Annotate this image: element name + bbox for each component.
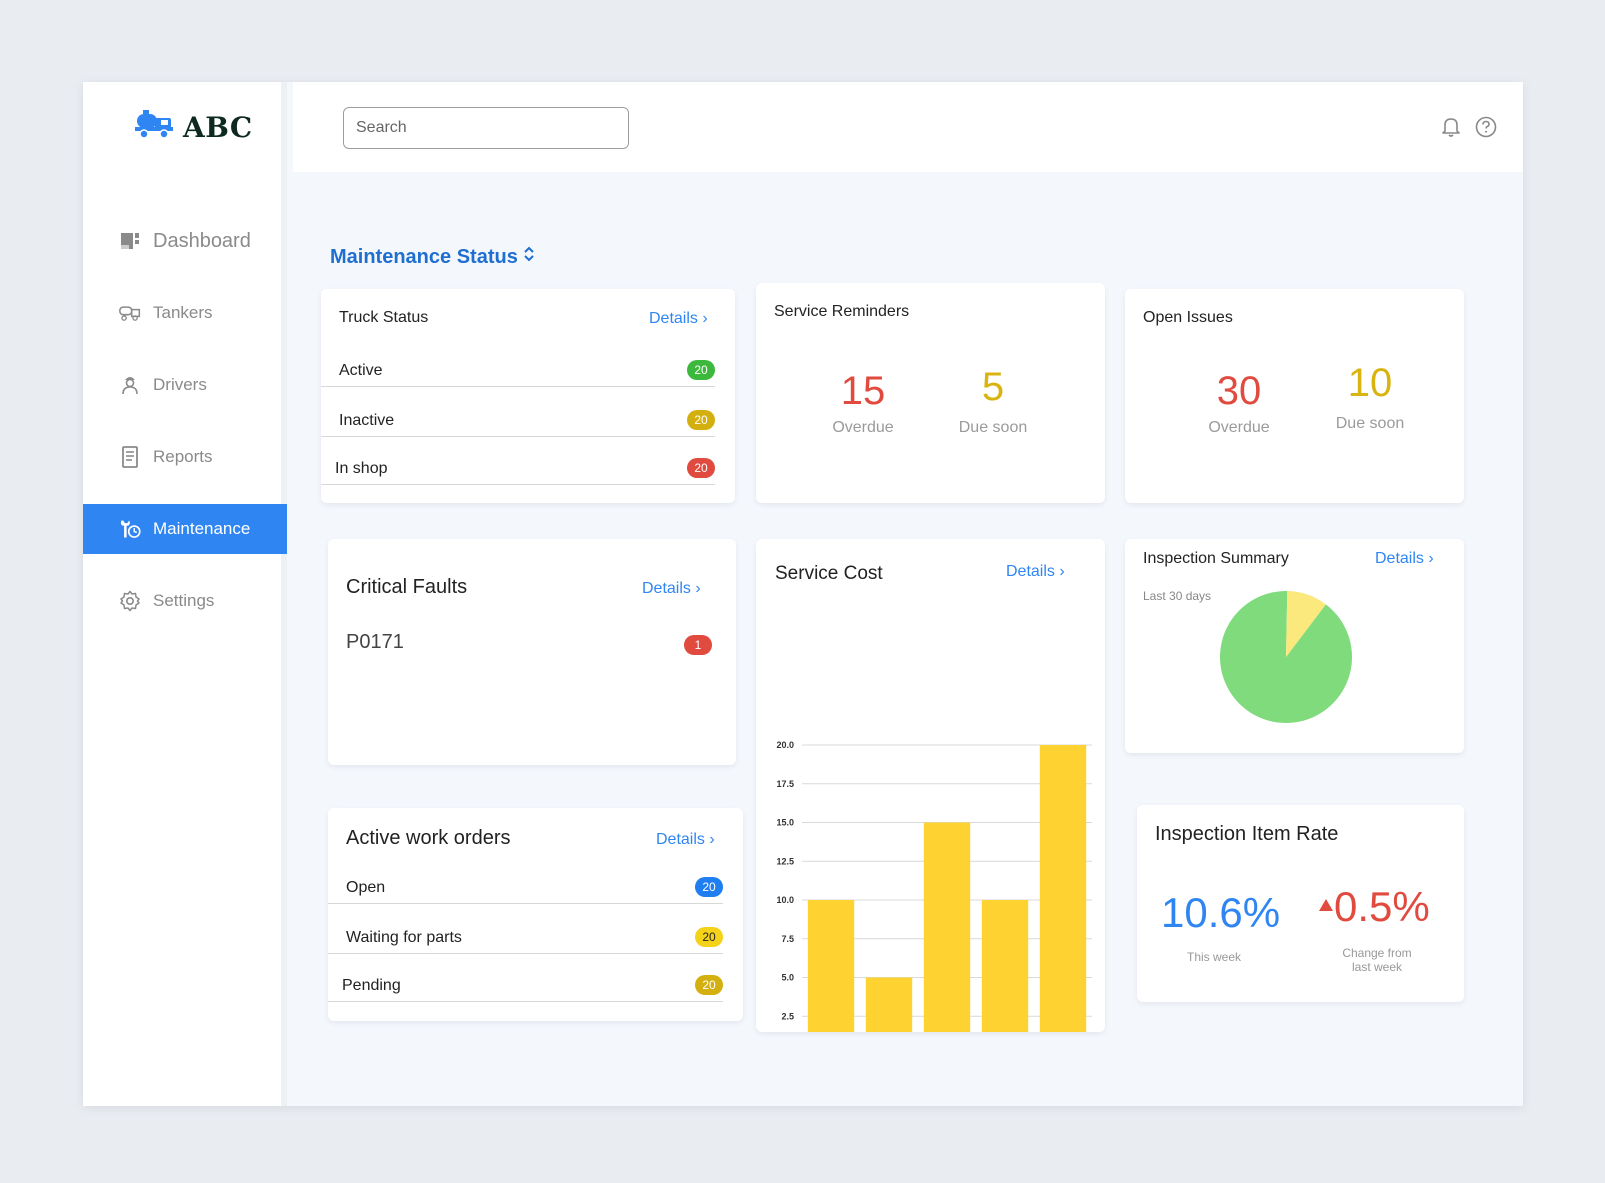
card-title: Service Cost (775, 563, 883, 584)
card-title: Inspection Item Rate (1155, 823, 1339, 845)
sidebar-item-label: Reports (153, 447, 213, 466)
service-reminders-card[interactable]: Service Reminders 15 Overdue 5 Due soon (756, 283, 1105, 503)
gear-icon (119, 590, 141, 612)
card-title: Truck Status (339, 309, 429, 326)
sidebar-item-label: Drivers (153, 375, 207, 394)
overdue-label: Overdue (1208, 419, 1270, 436)
change-label: Change from last week (1327, 946, 1427, 974)
change-label-line-1: Change from (1342, 946, 1412, 960)
overdue-label: Overdue (832, 419, 894, 436)
inspection-summary-card: Inspection Summary Details › Last 30 day… (1125, 539, 1464, 753)
table-row[interactable]: Pending 20 (328, 960, 723, 1002)
sidebar-item-tankers[interactable]: Tankers (83, 288, 287, 338)
status-badge: 20 (695, 927, 723, 947)
sidebar-nav: Dashboard Tankers Drivers Reports (83, 216, 287, 648)
table-row[interactable]: Open 20 (328, 862, 723, 904)
truck-status-card: Truck Status Details › Active 20 Inactiv… (321, 289, 735, 503)
chevron-up-down-icon (522, 244, 536, 270)
sidebar-item-label: Tankers (153, 303, 213, 322)
card-title: Service Reminders (774, 303, 910, 320)
help-icon[interactable] (1475, 116, 1497, 138)
inspection-pie-chart (1220, 591, 1352, 723)
y-tick-label: 10.0 (776, 895, 794, 905)
y-tick-label: 5.0 (781, 973, 794, 983)
change-rate: 0.5% (1334, 883, 1430, 930)
sidebar-item-settings[interactable]: Settings (83, 576, 287, 626)
status-badge: 20 (695, 975, 723, 995)
tanker-icon (119, 302, 141, 324)
status-badge: 20 (687, 360, 715, 380)
brand-logo[interactable]: ABC (135, 110, 253, 145)
table-row[interactable]: Inactive 20 (321, 395, 715, 437)
work-orders-details-link[interactable]: Details › (656, 831, 715, 848)
card-title: Inspection Summary (1143, 550, 1289, 567)
app-window: ABC Dashboard Tankers Drivers (83, 82, 1523, 1106)
top-bar (293, 82, 1523, 172)
bar-feb[interactable] (807, 900, 855, 1032)
sidebar-item-label: Dashboard (153, 229, 251, 252)
card-title: Critical Faults (346, 576, 468, 598)
bell-icon[interactable] (1440, 116, 1462, 138)
triangle-up-icon (1318, 898, 1334, 917)
sidebar-item-drivers[interactable]: Drivers (83, 360, 287, 410)
due-soon-count: 5 (981, 365, 1005, 409)
overdue-count: 15 (840, 369, 886, 413)
fault-count-badge: 1 (684, 635, 712, 655)
service-cost-card: Service Cost Details › 0.02.55.07.510.01… (756, 539, 1105, 1032)
bar-april[interactable] (923, 822, 971, 1033)
y-tick-label: 7.5 (781, 934, 794, 944)
sidebar-item-maintenance[interactable]: Maintenance (83, 504, 287, 554)
inspection-summary-details-link[interactable]: Details › (1375, 550, 1434, 567)
y-tick-label: 17.5 (776, 779, 794, 789)
bar-june[interactable] (1039, 745, 1087, 1032)
inspection-period: Last 30 days (1143, 589, 1212, 603)
card-title: Open Issues (1143, 309, 1233, 326)
sidebar: ABC Dashboard Tankers Drivers (83, 82, 287, 1106)
this-week-label: This week (1186, 950, 1242, 964)
fault-code[interactable]: P0171 (346, 631, 404, 653)
due-soon-label: Due soon (958, 419, 1028, 436)
overdue-count: 30 (1216, 369, 1262, 413)
status-badge: 20 (695, 877, 723, 897)
section-selector[interactable]: Maintenance Status (330, 244, 536, 270)
critical-faults-card: Critical Faults Details › P0171 1 (328, 539, 736, 765)
report-icon (119, 446, 141, 468)
due-soon-count: 10 (1347, 361, 1393, 405)
table-row[interactable]: Active 20 (321, 345, 715, 387)
sidebar-item-dashboard[interactable]: Dashboard (83, 216, 287, 266)
change-label-line-2: last week (1351, 960, 1403, 974)
open-issues-card[interactable]: Open Issues 30 Overdue 10 Due soon (1125, 289, 1464, 503)
y-tick-label: 2.5 (781, 1011, 794, 1021)
work-orders-card: Active work orders Details › Open 20 Wai… (328, 808, 743, 1021)
table-row[interactable]: In shop 20 (321, 443, 715, 485)
card-title: Active work orders (346, 827, 511, 849)
section-title: Maintenance Status (330, 245, 518, 268)
status-badge: 20 (687, 458, 715, 478)
this-week-rate: 10.6% (1161, 889, 1281, 936)
pie-slice[interactable] (1286, 591, 1326, 657)
dashboard-icon (119, 230, 141, 252)
bar-march[interactable] (865, 977, 913, 1033)
wrench-clock-icon (119, 518, 141, 540)
change-rate-group: 0.5% (1318, 883, 1430, 931)
sidebar-item-reports[interactable]: Reports (83, 432, 287, 482)
search-input[interactable] (343, 107, 629, 149)
bar-may[interactable] (981, 900, 1029, 1032)
tanker-truck-icon (135, 110, 175, 145)
brand-name: ABC (183, 111, 253, 144)
critical-faults-details-link[interactable]: Details › (642, 580, 701, 597)
sidebar-item-label: Maintenance (153, 519, 251, 538)
status-badge: 20 (687, 410, 715, 430)
inspection-rate-card: Inspection Item Rate 10.6% This week 0.5… (1137, 805, 1464, 1002)
table-row[interactable]: Waiting for parts 20 (328, 912, 723, 954)
sidebar-item-label: Settings (153, 591, 215, 610)
due-soon-label: Due soon (1335, 415, 1405, 432)
y-tick-label: 12.5 (776, 856, 794, 866)
service-cost-details-link[interactable]: Details › (1006, 563, 1065, 580)
y-tick-label: 15.0 (776, 818, 794, 828)
y-tick-label: 20.0 (776, 740, 794, 750)
driver-icon (119, 374, 141, 396)
service-cost-bar-chart: 0.02.55.07.510.012.515.017.520.0FebMarch… (776, 740, 1092, 1033)
truck-status-details-link[interactable]: Details › (649, 310, 708, 327)
